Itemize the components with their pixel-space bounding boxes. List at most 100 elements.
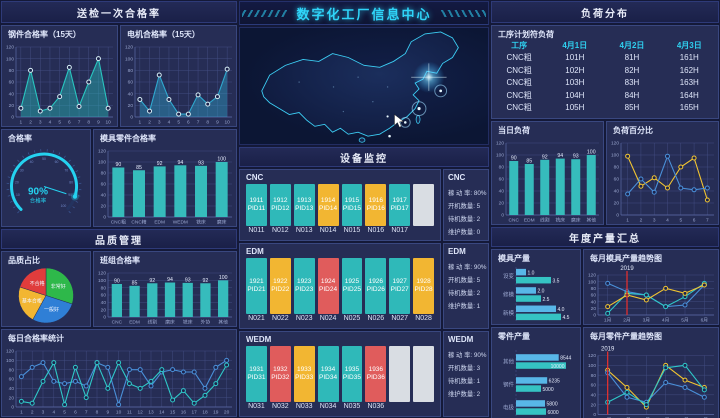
machine-block[interactable]: 1936 PID36	[365, 346, 387, 402]
machine-block[interactable]: 1912 PID12	[269, 184, 291, 226]
machine-pid: PID35	[342, 374, 361, 381]
machine-pid: PID22	[271, 286, 290, 293]
quality-pie-chart[interactable]: 非常好 一般好 基本合格 不合格	[2, 265, 90, 326]
machine-block[interactable]: 1927 PID27	[389, 258, 411, 314]
svg-text:120: 120	[588, 353, 596, 359]
svg-text:其他: 其他	[503, 358, 515, 366]
part-production-chart[interactable]: 其他 8544 10000 钢件 6235 5000 电极 5800 6000	[492, 341, 580, 418]
svg-text:0: 0	[593, 412, 596, 418]
svg-text:基本合格: 基本合格	[22, 298, 42, 305]
table-row[interactable]: CNC粗 103H 83H 163H	[492, 77, 718, 90]
svg-text:0: 0	[130, 115, 133, 121]
table-row[interactable]: CNC粗 105H 85H 165H	[492, 102, 718, 115]
machine-block[interactable]: 1916 PID16	[365, 184, 387, 226]
section-header-first-pass-rate: 送检一次合格率	[1, 1, 237, 23]
mold-production-chart[interactable]: 设变 1.0 3.5 修模 2.0 2.5 新模 4.0 4.5	[492, 263, 580, 324]
panel-title: 零件产量	[498, 332, 530, 341]
svg-text:85: 85	[136, 165, 142, 171]
machine-pid: PID27	[390, 286, 409, 293]
svg-text:4.0: 4.0	[558, 307, 565, 313]
table-row[interactable]: CNC粗 101H 81H 161H	[492, 52, 718, 65]
cell-process: CNC粗	[506, 103, 532, 113]
machine-code: 1912	[273, 197, 288, 205]
machine-id: N026	[367, 315, 385, 322]
table-row[interactable]: CNC粗 104H 84H 164H	[492, 89, 718, 102]
steel-rate-chart[interactable]: 0 20 40 60 80 100 120 1 2 3 4 5 6 7 8 9 10	[2, 39, 117, 126]
svg-text:40: 40	[499, 189, 505, 195]
svg-text:线割: 线割	[147, 319, 157, 326]
pass-rate-gauge[interactable]: 10 20 30 40 50 60 70 80 90 100 90% 合格率	[2, 143, 90, 226]
machine-block[interactable]: 1925 PID25	[341, 258, 363, 314]
machine-block[interactable]: 1932 PID32	[269, 346, 291, 402]
machine-block[interactable]: 1933 PID33	[293, 346, 315, 402]
motor-rate-chart[interactable]: 0 20 40 60 80 100 120 1 2 3 4 5 6 7 8 9 10	[121, 39, 236, 126]
svg-text:CNC: CNC	[509, 218, 520, 224]
svg-text:3: 3	[158, 120, 161, 126]
machine-block[interactable]: 1923 PID23	[293, 258, 315, 314]
svg-text:0: 0	[11, 405, 14, 411]
daily-rate-chart[interactable]: 0 20 40 60 80 100 120 1 2 3 4 5 6 7 8 9 10 11 12 13 14 15 16 17…	[2, 343, 236, 416]
machine-pid: PID16	[366, 205, 385, 212]
machine-code: 1928	[416, 278, 431, 286]
machine-block[interactable]: 1913 PID13	[293, 184, 315, 226]
edm-machine-ids: N021 N022 N023 N024 N025 N026 N027 N028	[244, 314, 436, 326]
svg-text:1: 1	[626, 218, 629, 224]
machine-block[interactable]	[413, 346, 434, 402]
machine-code: 1927	[392, 278, 407, 286]
load-percentage-chart[interactable]: 0 20 40 60 80 100 120 1 2 3 4 5 6 7	[607, 135, 718, 224]
table-header: 工序 4月1日 4月2日 4月3日	[492, 39, 718, 52]
machine-block[interactable]: 1921 PID21	[246, 258, 267, 314]
stat-line: 开机数量: 5	[448, 203, 481, 210]
china-map[interactable]	[239, 27, 489, 145]
machine-pid: PID26	[366, 286, 385, 293]
svg-text:120: 120	[6, 349, 14, 355]
mold-trend-chart[interactable]: 0 20 40 60 80 100 120 1月 2月 3月 4月 5月 6月 2019	[584, 263, 718, 324]
svg-text:15: 15	[170, 410, 176, 416]
svg-text:10: 10	[16, 193, 20, 197]
team-rate-chart[interactable]: 0 20 40 60 80 100 120 CNC EDM 线割 磨床 铣床 外协 其他 90 85 92 94 9…	[94, 265, 236, 326]
svg-text:20: 20	[591, 306, 597, 312]
mold-parts-rate-chart[interactable]: 0 20 40 60 80 100 120 CNC粗 CNC精 EDM WEDM 铣床 磨床 90 85 92…	[94, 143, 236, 226]
svg-text:其他: 其他	[218, 319, 228, 326]
machine-block[interactable]: 1924 PID24	[317, 258, 339, 314]
svg-text:120: 120	[125, 45, 133, 51]
machine-block[interactable]: 1926 PID26	[365, 258, 387, 314]
svg-text:20: 20	[591, 402, 597, 408]
stat-line: 开机数量: 5	[448, 277, 481, 284]
title-decoration-left-icon	[242, 9, 289, 17]
cnc-machine-ids: N011 N012 N013 N014 N015 N016 N017	[244, 226, 436, 238]
svg-text:60: 60	[591, 383, 597, 389]
svg-text:不合格: 不合格	[30, 280, 45, 287]
svg-text:80: 80	[591, 373, 597, 379]
cnc-machines-panel: CNC 1911 PID11 1912 PID12	[239, 169, 441, 241]
panel-title: 工序计划符负荷	[498, 30, 554, 39]
svg-text:设变: 设变	[503, 272, 515, 280]
quality-pie-panel: 品质占比 非常好 一般好 基本合格 不合格	[1, 251, 91, 327]
svg-text:18: 18	[202, 410, 208, 416]
today-load-chart[interactable]: 0 20 40 60 80 100 120 CNC EDM 线割 铣床 磨床 其他 90 85 92 94 93 1…	[492, 135, 603, 224]
svg-text:5: 5	[63, 410, 66, 416]
section-header-label: 年度产量汇总	[569, 233, 641, 245]
machine-block[interactable]	[413, 184, 434, 226]
table-row[interactable]: CNC粗 102H 82H 162H	[492, 64, 718, 77]
svg-text:40: 40	[9, 386, 15, 392]
machine-block[interactable]: 1917 PID17	[389, 184, 411, 226]
svg-text:120: 120	[588, 273, 596, 279]
machine-block[interactable]: 1922 PID22	[269, 258, 291, 314]
machine-block[interactable]: 1935 PID35	[341, 346, 363, 402]
svg-text:80: 80	[69, 180, 73, 184]
machine-block[interactable]	[389, 346, 411, 402]
svg-text:10000: 10000	[551, 364, 565, 370]
machine-block[interactable]: 1934 PID34	[317, 346, 339, 402]
cell-day2: 84H	[624, 90, 640, 100]
machine-block[interactable]: 1911 PID11	[246, 184, 267, 226]
machine-block[interactable]: 1931 PID31	[246, 346, 267, 402]
machine-block[interactable]: 1915 PID15	[341, 184, 363, 226]
panel-title: 每月零件产量趋势图	[590, 332, 662, 341]
svg-text:2.0: 2.0	[538, 289, 545, 295]
machine-block[interactable]: 1928 PID28	[413, 258, 434, 314]
cell-day2: 81H	[624, 53, 640, 63]
machine-block[interactable]: 1914 PID14	[317, 184, 339, 226]
